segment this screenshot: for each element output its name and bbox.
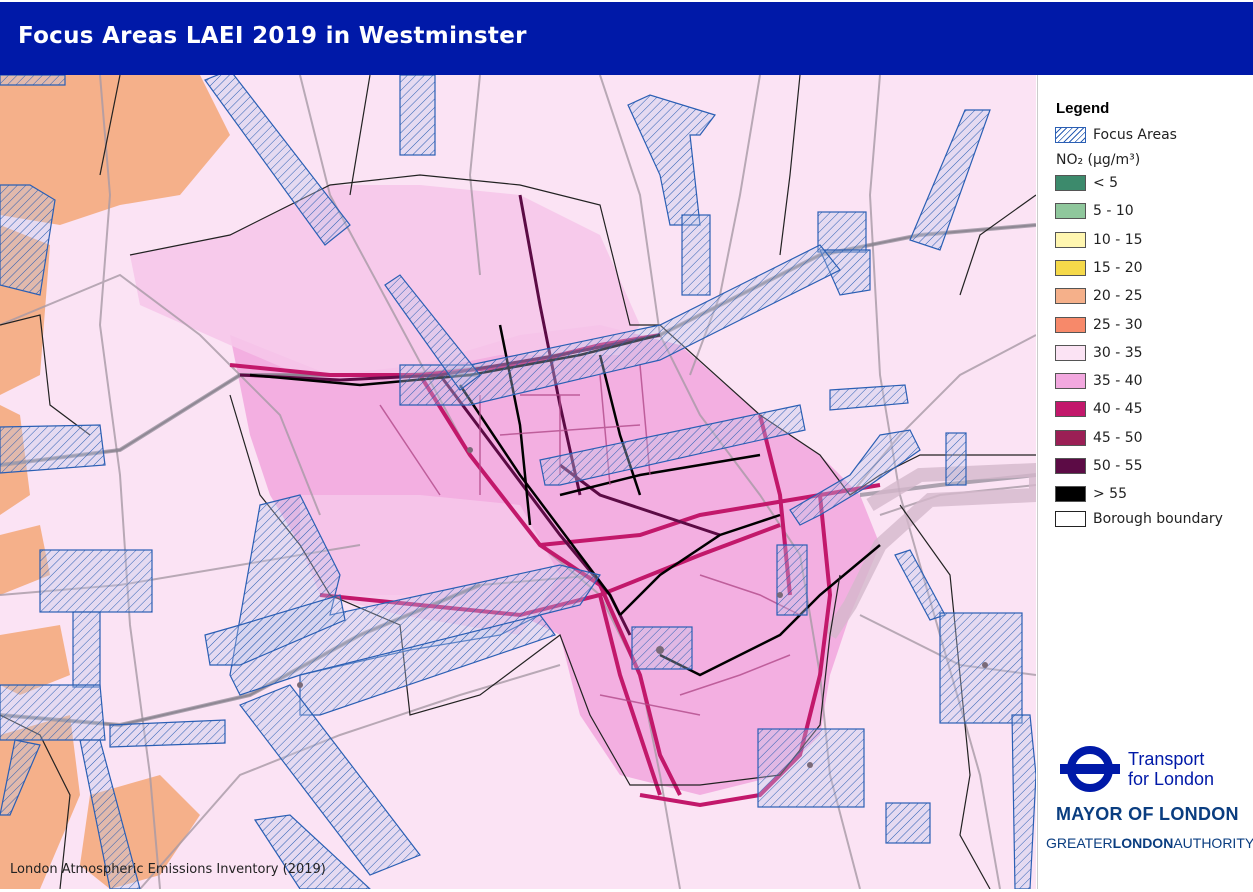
legend-swatch xyxy=(1055,175,1086,191)
gla-logo: GREATERLONDONAUTHORITY xyxy=(1046,835,1253,851)
legend-item-label: > 55 xyxy=(1093,486,1127,503)
legend-item-focus-areas: Focus Areas xyxy=(1055,126,1177,144)
legend-item-no2-band: 20 - 25 xyxy=(1055,287,1143,305)
legend-item-borough-boundary: Borough boundary xyxy=(1055,510,1223,528)
focus-areas[interactable] xyxy=(0,75,1036,889)
page-title: Focus Areas LAEI 2019 in Westminster xyxy=(18,23,527,49)
legend-item-no2-band: 25 - 30 xyxy=(1055,316,1143,334)
legend-title: Legend xyxy=(1056,100,1110,117)
legend-swatch xyxy=(1055,486,1086,503)
legend-swatch xyxy=(1055,344,1086,361)
legend-item-no2-band: 30 - 35 xyxy=(1055,344,1143,362)
legend-item-no2-band: 50 - 55 xyxy=(1055,457,1143,475)
legend-item-label: 25 - 30 xyxy=(1093,316,1143,333)
legend-item-label: Focus Areas xyxy=(1093,127,1177,143)
legend-swatch xyxy=(1055,373,1086,390)
legend-swatch xyxy=(1055,203,1086,220)
legend-item-label: < 5 xyxy=(1093,175,1119,191)
legend-item-no2-band: 35 - 40 xyxy=(1055,372,1143,390)
legend-item-no2-band: 10 - 15 xyxy=(1055,231,1143,249)
mayor-of-london-logo: MAYOR OF LONDON xyxy=(1056,804,1239,824)
tfl-line-2: for London xyxy=(1128,769,1215,789)
legend-item-no2-band: 40 - 45 xyxy=(1055,400,1143,418)
borough-boundary-swatch xyxy=(1055,511,1086,527)
legend-item-label: 50 - 55 xyxy=(1093,458,1143,474)
legend-item-label: 40 - 45 xyxy=(1093,401,1143,418)
tfl-line-1: Transport xyxy=(1128,749,1205,769)
legend-panel: Legend Focus Areas NO₂ (µg/m³) < 5 5 - 10… xyxy=(1037,75,1253,889)
no2-units-label: NO₂ (µg/m³) xyxy=(1056,152,1141,168)
focus-area-swatch xyxy=(1055,127,1086,143)
legend-swatch xyxy=(1055,429,1086,446)
legend-item-label: 45 - 50 xyxy=(1093,429,1143,446)
roundel-icon xyxy=(1060,746,1120,792)
legend-item-label: 10 - 15 xyxy=(1093,231,1143,248)
legend-item-no2-band: < 5 xyxy=(1055,174,1118,192)
legend-swatch xyxy=(1055,259,1086,276)
legend-item-no2-band: 15 - 20 xyxy=(1055,259,1143,277)
legend-swatch xyxy=(1055,288,1086,305)
data-source-credit: London Atmospheric Emissions Inventory (… xyxy=(10,862,326,877)
gla-part-3: AUTHORITY xyxy=(1173,835,1253,851)
legend-item-label: 15 - 20 xyxy=(1093,259,1143,276)
legend-item-label: 30 - 35 xyxy=(1093,344,1143,361)
legend-swatch xyxy=(1055,231,1086,248)
gla-part-2: LONDON xyxy=(1112,835,1174,851)
legend-item-label: 35 - 40 xyxy=(1093,373,1143,390)
legend-item-no2-band: 5 - 10 xyxy=(1055,202,1134,220)
legend-item-label: 20 - 25 xyxy=(1093,288,1143,305)
legend-swatch xyxy=(1055,401,1086,418)
legend-swatch xyxy=(1055,458,1086,474)
map-canvas[interactable]: London Atmospheric Emissions Inventory (… xyxy=(0,75,1036,889)
legend-swatch xyxy=(1055,316,1086,333)
legend-item-label: Borough boundary xyxy=(1093,511,1223,527)
station-markers xyxy=(297,447,988,768)
river-thames xyxy=(824,462,1036,639)
header-bar: Focus Areas LAEI 2019 in Westminster xyxy=(0,2,1253,75)
legend-item-label: 5 - 10 xyxy=(1093,203,1134,220)
legend-item-no2-band: > 55 xyxy=(1055,485,1127,503)
legend-item-no2-band: 45 - 50 xyxy=(1055,429,1143,447)
tfl-logo: Transport for London xyxy=(1060,743,1250,803)
gla-part-1: GREATER xyxy=(1046,835,1113,851)
tfl-wordmark: Transport for London xyxy=(1128,749,1214,789)
